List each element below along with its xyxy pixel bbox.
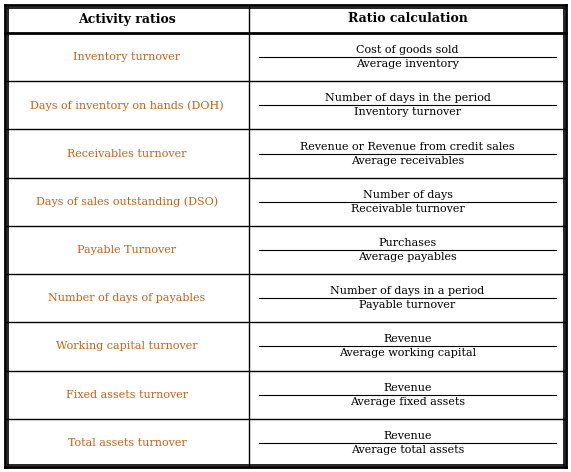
Text: Activity ratios: Activity ratios [78, 12, 176, 25]
Text: Purchases: Purchases [379, 238, 437, 248]
Text: Average receivables: Average receivables [351, 156, 464, 166]
Text: Receivables turnover: Receivables turnover [67, 149, 187, 159]
Text: Inventory turnover: Inventory turnover [74, 52, 180, 62]
Text: Receivable turnover: Receivable turnover [351, 204, 464, 214]
Text: Total assets turnover: Total assets turnover [67, 438, 186, 448]
Text: Revenue: Revenue [383, 335, 432, 345]
Text: Revenue or Revenue from credit sales: Revenue or Revenue from credit sales [300, 142, 515, 152]
Text: Days of inventory on hands (DOH): Days of inventory on hands (DOH) [30, 100, 224, 110]
Text: Average payables: Average payables [358, 252, 457, 262]
Text: Number of days: Number of days [363, 190, 452, 200]
Text: Revenue: Revenue [383, 383, 432, 393]
Text: Fixed assets turnover: Fixed assets turnover [66, 390, 188, 400]
Text: Cost of goods sold: Cost of goods sold [356, 45, 459, 55]
Text: Ratio calculation: Ratio calculation [348, 12, 468, 25]
Text: Average total assets: Average total assets [351, 445, 464, 455]
Text: Payable turnover: Payable turnover [359, 300, 456, 310]
Text: Revenue: Revenue [383, 431, 432, 441]
Text: Average inventory: Average inventory [356, 59, 459, 69]
Text: Average fixed assets: Average fixed assets [350, 396, 465, 407]
Text: Working capital turnover: Working capital turnover [56, 341, 198, 352]
Text: Number of days in the period: Number of days in the period [324, 93, 490, 103]
Text: Number of days in a period: Number of days in a period [331, 286, 485, 296]
Text: Days of sales outstanding (DSO): Days of sales outstanding (DSO) [36, 196, 218, 207]
Text: Number of days of payables: Number of days of payables [49, 293, 206, 303]
Text: Inventory turnover: Inventory turnover [354, 107, 461, 118]
Text: Payable Turnover: Payable Turnover [78, 245, 176, 255]
Text: Average working capital: Average working capital [339, 348, 476, 358]
